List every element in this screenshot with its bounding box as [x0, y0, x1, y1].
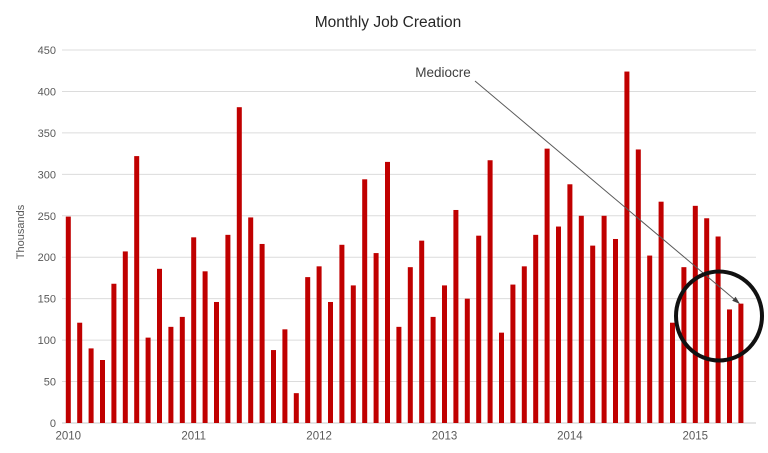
- bar: [521, 266, 527, 423]
- y-tick-label: 450: [38, 45, 56, 57]
- bar: [704, 218, 710, 423]
- bar: [499, 332, 504, 423]
- bar: [419, 240, 425, 423]
- bar: [567, 184, 573, 423]
- y-tick-label: 0: [50, 418, 56, 430]
- bar: [214, 301, 219, 423]
- bar: [738, 303, 744, 423]
- x-year-label: 2012: [306, 431, 332, 443]
- bar: [373, 253, 379, 423]
- bar: [556, 226, 561, 423]
- bar: [510, 284, 516, 423]
- bar: [202, 271, 208, 423]
- y-tick-label: 150: [38, 294, 56, 306]
- bar: [727, 309, 732, 423]
- bar: [157, 268, 162, 423]
- bar: [533, 234, 539, 423]
- bar: [396, 326, 402, 423]
- x-year-label: 2015: [683, 431, 709, 443]
- bar: [715, 236, 721, 423]
- bar: [293, 393, 299, 423]
- bar: [464, 298, 470, 423]
- bar: [544, 148, 550, 424]
- bar: [578, 215, 584, 423]
- bar: [624, 71, 630, 423]
- bar: [225, 234, 231, 423]
- y-tick-label: 300: [38, 169, 56, 181]
- bar: [658, 201, 664, 423]
- chart-title: Monthly Job Creation: [315, 14, 461, 31]
- bar: [350, 285, 356, 423]
- x-year-label: 2013: [432, 431, 458, 443]
- y-axis-title: Thousands: [15, 204, 27, 259]
- bar: [305, 277, 311, 423]
- bar: [271, 350, 276, 423]
- y-tick-label: 250: [38, 211, 56, 223]
- bar: [407, 267, 413, 423]
- bar: [362, 179, 368, 423]
- x-axis-labels: 2010 2011 2012 2013 2014 2015: [56, 431, 709, 443]
- annotation-arrow-head-icon: [732, 296, 740, 304]
- annotation-label: Mediocre: [415, 65, 471, 80]
- y-tick-label: 50: [44, 377, 56, 389]
- bar: [385, 161, 390, 423]
- bar: [248, 217, 254, 423]
- bar: [487, 160, 493, 423]
- bar: [316, 266, 322, 423]
- bar: [692, 205, 698, 423]
- y-tick-label: 200: [38, 252, 56, 264]
- annotation-circle-icon: [674, 269, 764, 363]
- bar: [453, 209, 459, 423]
- bar: [282, 329, 288, 423]
- bar: [191, 237, 197, 423]
- bar: [179, 316, 185, 423]
- y-tick-label: 400: [38, 86, 56, 98]
- bar: [339, 244, 345, 423]
- bar: [442, 285, 447, 423]
- bar: [77, 322, 83, 423]
- bar: [476, 235, 482, 423]
- bar: [670, 322, 675, 423]
- bar: [613, 238, 618, 423]
- bar-series: [65, 71, 744, 424]
- x-year-label: 2014: [557, 431, 583, 443]
- bar: [635, 149, 641, 423]
- bar: [111, 283, 117, 423]
- bar: [145, 337, 151, 423]
- y-tick-label: 350: [38, 128, 56, 140]
- bar: [168, 326, 174, 423]
- bar: [88, 348, 94, 423]
- x-year-label: 2011: [181, 431, 206, 443]
- bar: [430, 316, 436, 423]
- bar: [100, 360, 105, 423]
- bar: [259, 243, 265, 423]
- bar: [590, 245, 596, 423]
- annotation-arrow-line: [474, 80, 735, 300]
- bar: [647, 255, 653, 423]
- bar: [328, 301, 333, 423]
- x-year-label: 2010: [56, 431, 82, 443]
- bar: [601, 215, 607, 423]
- bar: [236, 107, 242, 424]
- bar: [134, 156, 140, 423]
- y-tick-label: 100: [38, 335, 56, 347]
- bar: [65, 216, 71, 423]
- bar: [122, 251, 128, 423]
